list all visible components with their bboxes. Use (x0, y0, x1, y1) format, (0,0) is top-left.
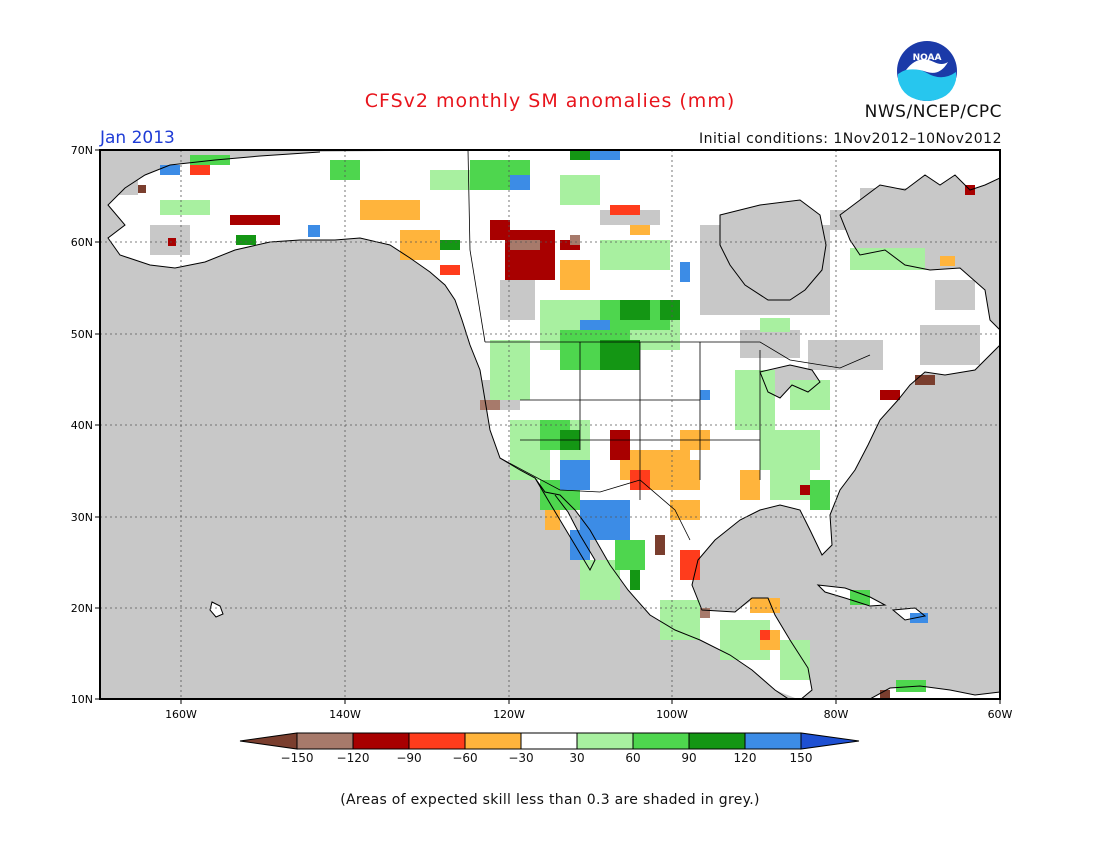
colorbar-segment (296, 732, 354, 750)
noaa-logo: NOAA (897, 41, 957, 101)
graticule (100, 150, 1000, 699)
anomaly-cells-90-120 (236, 150, 680, 590)
lon-label: 80W (824, 708, 849, 721)
lat-label: 40N (71, 419, 93, 432)
forecast-month: Jan 2013 (100, 128, 175, 148)
lon-label: 140W (329, 708, 361, 721)
coastline (107, 150, 1000, 699)
latitude-labels: 70N 60N 50N 40N 30N 20N 10N (71, 144, 93, 706)
anomaly-cells-neg30-60 (360, 200, 955, 650)
initial-conditions: Initial conditions: 1Nov2012–10Nov2012 (698, 131, 1002, 147)
colorbar-segment (632, 732, 690, 750)
colorbar-label: 60 (625, 751, 640, 765)
colorbar-label: −60 (452, 751, 477, 765)
skill-footnote: (Areas of expected skill less than 0.3 a… (340, 792, 760, 808)
logo-text: NOAA (913, 53, 942, 63)
lon-label: 160W (165, 708, 197, 721)
colorbar-label: 120 (734, 751, 757, 765)
colorbar-segment (464, 732, 522, 750)
axis-ticks (95, 149, 1001, 704)
colorbar-segment (576, 732, 634, 750)
colorbar-segment (352, 732, 410, 750)
gulf-of-mexico (692, 505, 808, 612)
lat-label: 30N (71, 511, 93, 524)
colorbar-arrow-high (800, 732, 860, 750)
colorbar-segment (688, 732, 746, 750)
organization-label: NWS/NCEP/CPC (864, 102, 1002, 122)
colorbar-labels: −150 −120 −90 −60 −30 30 60 90 120 150 (281, 751, 813, 765)
lon-label: 100W (656, 708, 688, 721)
colorbar-label: −90 (396, 751, 421, 765)
longitude-labels: 160W 140W 120W 100W 80W 60W (165, 708, 1012, 721)
anomaly-cells-neg120-150 (480, 235, 710, 618)
map-title: CFSv2 monthly SM anomalies (mm) (364, 90, 736, 112)
colorbar-label: −120 (337, 751, 370, 765)
lat-label: 10N (71, 693, 93, 706)
colorbar-label: 30 (569, 751, 584, 765)
political-boundaries (467, 150, 871, 541)
colorbar-label: 90 (681, 751, 696, 765)
lat-label: 60N (71, 236, 93, 249)
greenland-land (900, 150, 1000, 172)
lat-label: 20N (71, 602, 93, 615)
colorbar-segment (744, 732, 802, 750)
lat-label: 70N (71, 144, 93, 157)
colorbar-segment (408, 732, 466, 750)
colorbar-label: −150 (281, 751, 314, 765)
colorbar-arrow-low (239, 732, 298, 750)
lon-label: 120W (493, 708, 525, 721)
colorbar-segment (520, 732, 578, 750)
anomaly-cells-lt-neg150 (138, 185, 935, 698)
colorbar-label: −30 (508, 751, 533, 765)
lon-label: 60W (988, 708, 1013, 721)
anomaly-cells-120-150 (160, 150, 928, 623)
colorbar (239, 732, 860, 750)
colorbar-label: 150 (790, 751, 813, 765)
lat-label: 50N (71, 328, 93, 341)
